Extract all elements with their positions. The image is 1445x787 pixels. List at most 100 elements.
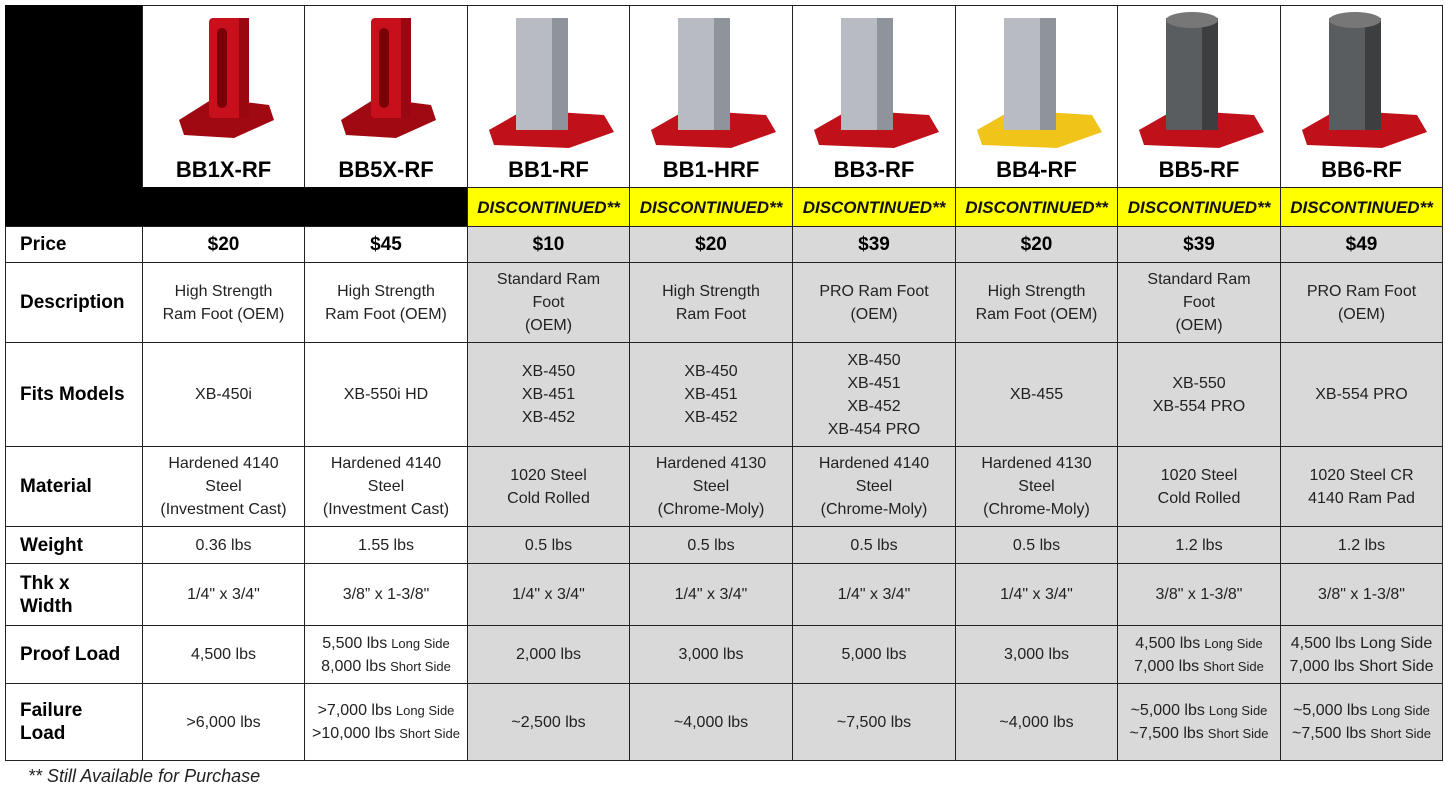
header-corner (5, 5, 143, 227)
cell-line: 3/8" x 1-3/8" (1155, 586, 1243, 603)
cell-line: 0.5 lbs (687, 536, 735, 554)
proof-load: 4,500 lbs Long Side 7,000 lbs Short Side (1117, 625, 1281, 684)
cell-line: 1/4" x 3/4" (837, 586, 911, 603)
cell-line: 2,000 lbs (516, 646, 581, 663)
cell-line: XB-450 (847, 351, 901, 369)
cell-value: 4,500 lbs (1135, 634, 1201, 652)
cell-line: (OEM) (1337, 305, 1386, 323)
description: High Strength Ram Foot (629, 262, 793, 343)
cell-line: XB-452 (847, 397, 901, 415)
product-image (1287, 10, 1437, 157)
cell-line: 0.5 lbs (524, 536, 573, 554)
cell-line: Width (20, 595, 73, 617)
row-label: Proof Load (5, 625, 143, 684)
cell-line: Failure (20, 700, 83, 721)
material: Hardened 4140 Steel (Investment Cast) (304, 446, 468, 527)
price: $39 (792, 226, 956, 263)
cell-value: ~5,000 lbs (1293, 702, 1368, 719)
status: DISCONTINUED** (1280, 187, 1443, 227)
description: High Strength Ram Foot (OEM) (142, 262, 305, 343)
row-label: Fits Models (5, 342, 143, 447)
cell-line: XB-451 (847, 374, 901, 392)
cell-line: >6,000 lbs (186, 713, 261, 731)
product-image (636, 10, 786, 157)
footnote: ** Still Available for Purchase (28, 766, 261, 786)
cell-value: >10,000 lbs (312, 725, 396, 742)
price: $45 (304, 226, 468, 263)
failure-load: ~4,000 lbs (629, 683, 793, 761)
cell-line: XB-454 PRO (827, 420, 921, 438)
proof-load: 5,500 lbs Long Side 8,000 lbs Short Side (304, 625, 468, 684)
weight: 0.5 lbs (955, 526, 1118, 564)
cell-line: 7,000 lbs Short Side (1134, 655, 1264, 678)
cell-note: Long Side (391, 635, 450, 651)
status: DISCONTINUED** (629, 187, 793, 227)
proof-load: 3,000 lbs (629, 625, 793, 684)
cell-line: Hardened 4140 (168, 455, 279, 472)
cell-line: 4,500 lbs Long Side (1290, 634, 1433, 652)
cell-line: 1.55 lbs (357, 536, 415, 554)
cell-line: XB-455 (1009, 386, 1064, 403)
cell-line: 0.5 lbs (1012, 536, 1061, 554)
cell-line: 1020 Steel CR (1309, 466, 1414, 484)
cell-line: 0.36 lbs (195, 536, 252, 554)
product-name: BB5X-RF (338, 157, 434, 182)
cell-line: High Strength (337, 282, 435, 300)
cell-line: Standard Ram (496, 271, 601, 288)
cell-line: (Investment Cast) (322, 501, 450, 518)
material: Hardened 4140 Steel (Chrome-Moly) (792, 446, 956, 527)
weight: 0.5 lbs (792, 526, 956, 564)
status (304, 187, 468, 227)
cell-line: Ram Foot (675, 305, 747, 323)
cell-note: Short Side (390, 658, 451, 674)
cell-line: 1/4" x 3/4" (1000, 586, 1073, 603)
cell-line: ~4,000 lbs (999, 713, 1074, 731)
cell-value: ~7,500 lbs (1129, 725, 1204, 742)
product-image (474, 10, 624, 157)
proof-load: 5,000 lbs (792, 625, 956, 684)
cell-line: 1/4" x 3/4" (674, 586, 748, 603)
cell-value: 7,000 lbs (1134, 657, 1200, 675)
price: $20 (629, 226, 793, 263)
material: 1020 Steel Cold Rolled (467, 446, 630, 527)
product-name: BB1-RF (508, 157, 589, 182)
fits: XB-450 XB-451 XB-452 XB-454 PRO (792, 342, 956, 447)
thk-width: 1/4" x 3/4" (142, 563, 305, 626)
cell-line: 1.2 lbs (1337, 536, 1386, 554)
cell-line: Ram Foot (OEM) (325, 305, 447, 323)
cell-line: Standard Ram (1147, 271, 1251, 288)
cell-line: Fits Models (20, 384, 125, 405)
price: $10 (467, 226, 630, 263)
proof-load: 4,500 lbs Long Side 7,000 lbs Short Side (1280, 625, 1443, 684)
cell-line: 1/4" x 3/4" (187, 586, 260, 603)
product-header: BB1-HRF (629, 5, 793, 188)
cell-line: ~4,000 lbs (673, 713, 749, 731)
cell-line: High Strength (987, 282, 1086, 300)
status: DISCONTINUED** (1117, 187, 1281, 227)
material: Hardened 4130 Steel (Chrome-Moly) (955, 446, 1118, 527)
cell-line: XB-554 PRO (1315, 386, 1408, 403)
row-label: Description (5, 262, 143, 343)
cell-note: Short Side (1207, 726, 1269, 741)
description: Standard Ram Foot (OEM) (467, 262, 630, 343)
cell-line: 5,000 lbs (841, 646, 907, 663)
cell-line: 4140 Ram Pad (1308, 489, 1415, 507)
cell-line: 3/8” x 1-3/8" (342, 586, 430, 603)
cell-line: XB-550 (1172, 374, 1226, 392)
cell-value: ~5,000 lbs (1130, 702, 1205, 719)
cell-line: 3,000 lbs (1004, 646, 1069, 663)
product-name: BB3-RF (833, 157, 915, 182)
cell-line: (Investment Cast) (160, 501, 287, 518)
cell-line: >10,000 lbs Short Side (312, 722, 460, 745)
product-header: BB1-RF (467, 5, 630, 188)
failure-load: ~5,000 lbs Long Side ~7,500 lbs Short Side (1117, 683, 1281, 761)
cell-line: (Chrome-Moly) (983, 501, 1090, 518)
description: PRO Ram Foot (OEM) (792, 262, 956, 343)
product-image (799, 10, 949, 157)
cell-line: Material (20, 476, 92, 497)
cell-line: Steel (855, 478, 893, 495)
fits: XB-455 (955, 342, 1118, 447)
cell-line: High Strength (174, 282, 273, 300)
cell-line: High Strength (662, 282, 760, 300)
row-label: Thk x Width (5, 563, 143, 626)
